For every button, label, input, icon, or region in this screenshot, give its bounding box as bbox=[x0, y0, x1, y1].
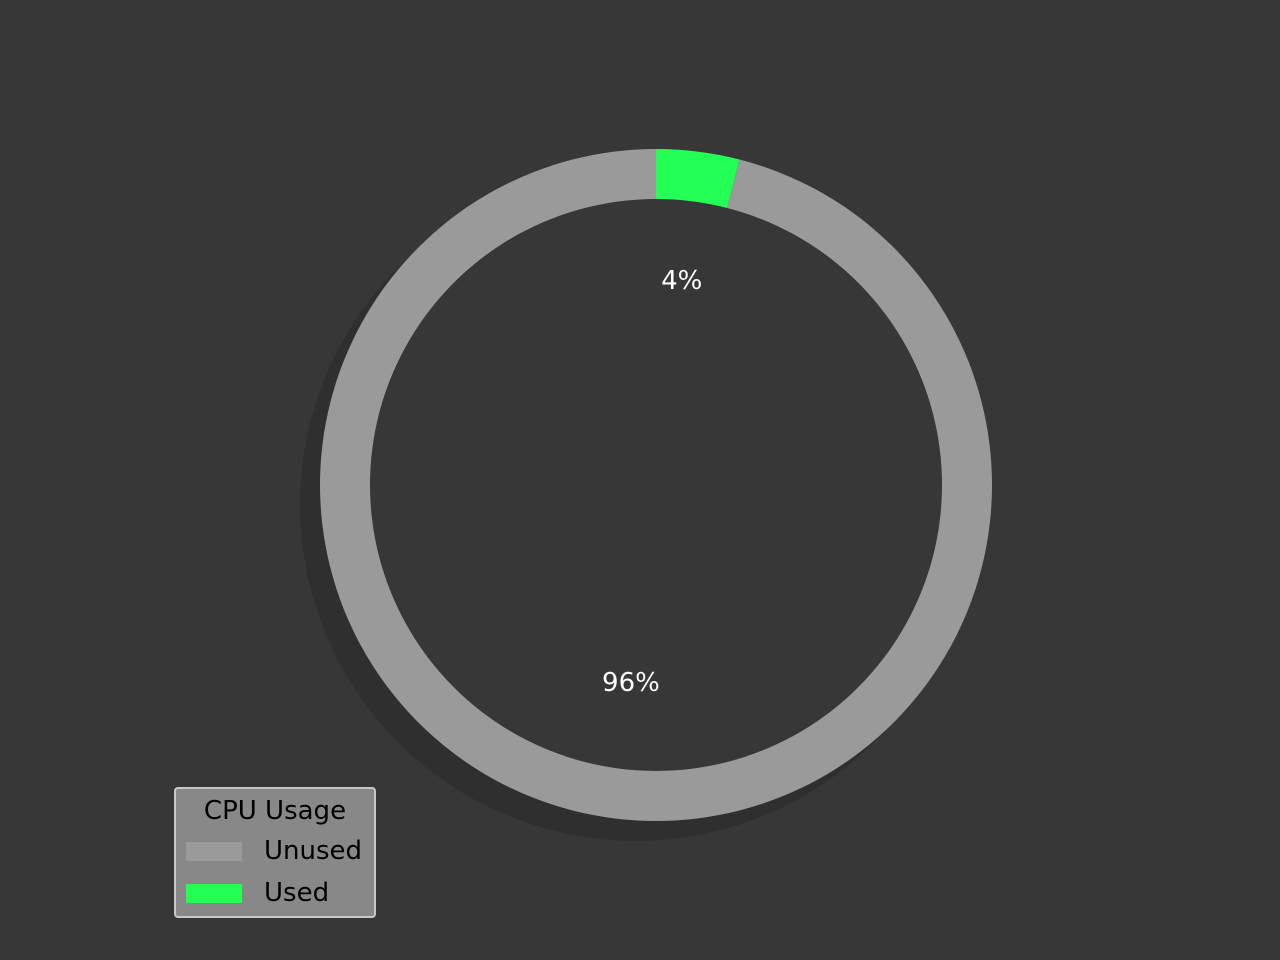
legend-swatch-unused bbox=[186, 842, 242, 861]
data-label-used: 4% bbox=[661, 266, 702, 296]
legend: CPU Usage Unused Used bbox=[174, 787, 376, 918]
donut-hole bbox=[370, 199, 942, 771]
legend-title: CPU Usage bbox=[203, 796, 347, 826]
donut-shadow bbox=[300, 169, 972, 841]
legend-swatch-used bbox=[186, 884, 242, 903]
legend-label-used: Used bbox=[264, 878, 330, 908]
data-label-unused: 96% bbox=[602, 668, 660, 698]
donut-slice-used bbox=[656, 149, 740, 208]
donut-labels: 96% 4% bbox=[602, 266, 702, 698]
donut-slices bbox=[320, 149, 993, 821]
legend-label-unused: Unused bbox=[264, 836, 363, 866]
